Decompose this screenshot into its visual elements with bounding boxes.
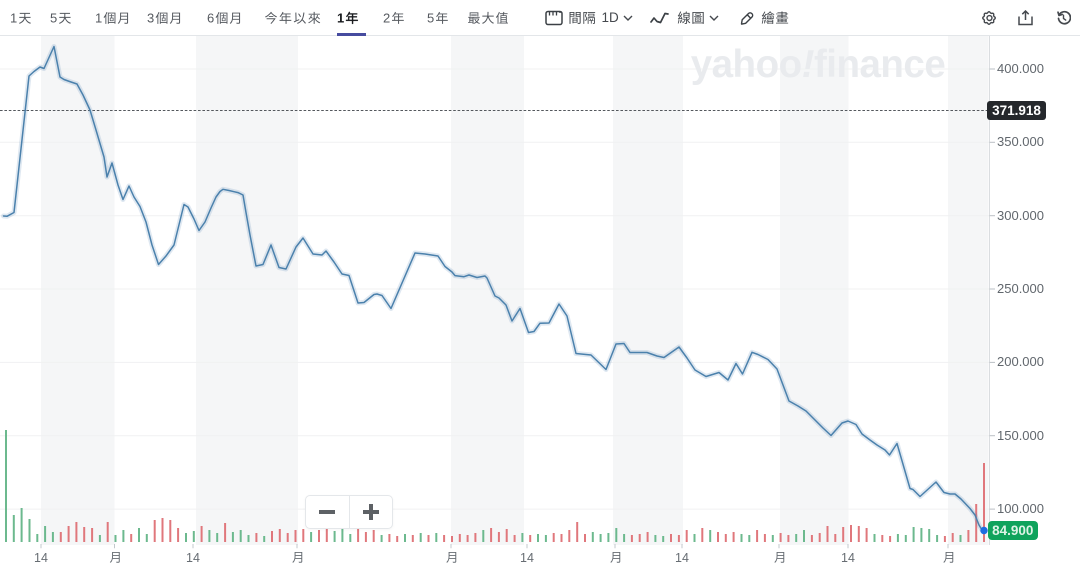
svg-text:14: 14 <box>841 551 855 565</box>
svg-text:2: 2 <box>383 10 390 25</box>
svg-text:5: 5 <box>427 10 434 25</box>
svg-text:14: 14 <box>186 551 200 565</box>
svg-text:yahoo!finance: yahoo!finance <box>691 43 946 86</box>
svg-text:5: 5 <box>50 10 57 25</box>
svg-text:14: 14 <box>675 551 689 565</box>
svg-text:14: 14 <box>34 551 48 565</box>
svg-text:1: 1 <box>10 10 17 25</box>
svg-text:1D: 1D <box>602 10 620 25</box>
svg-text:1: 1 <box>95 10 102 25</box>
svg-text:1: 1 <box>337 10 344 25</box>
svg-text:14: 14 <box>520 551 534 565</box>
svg-text:6: 6 <box>207 10 214 25</box>
svg-text:3: 3 <box>147 10 154 25</box>
